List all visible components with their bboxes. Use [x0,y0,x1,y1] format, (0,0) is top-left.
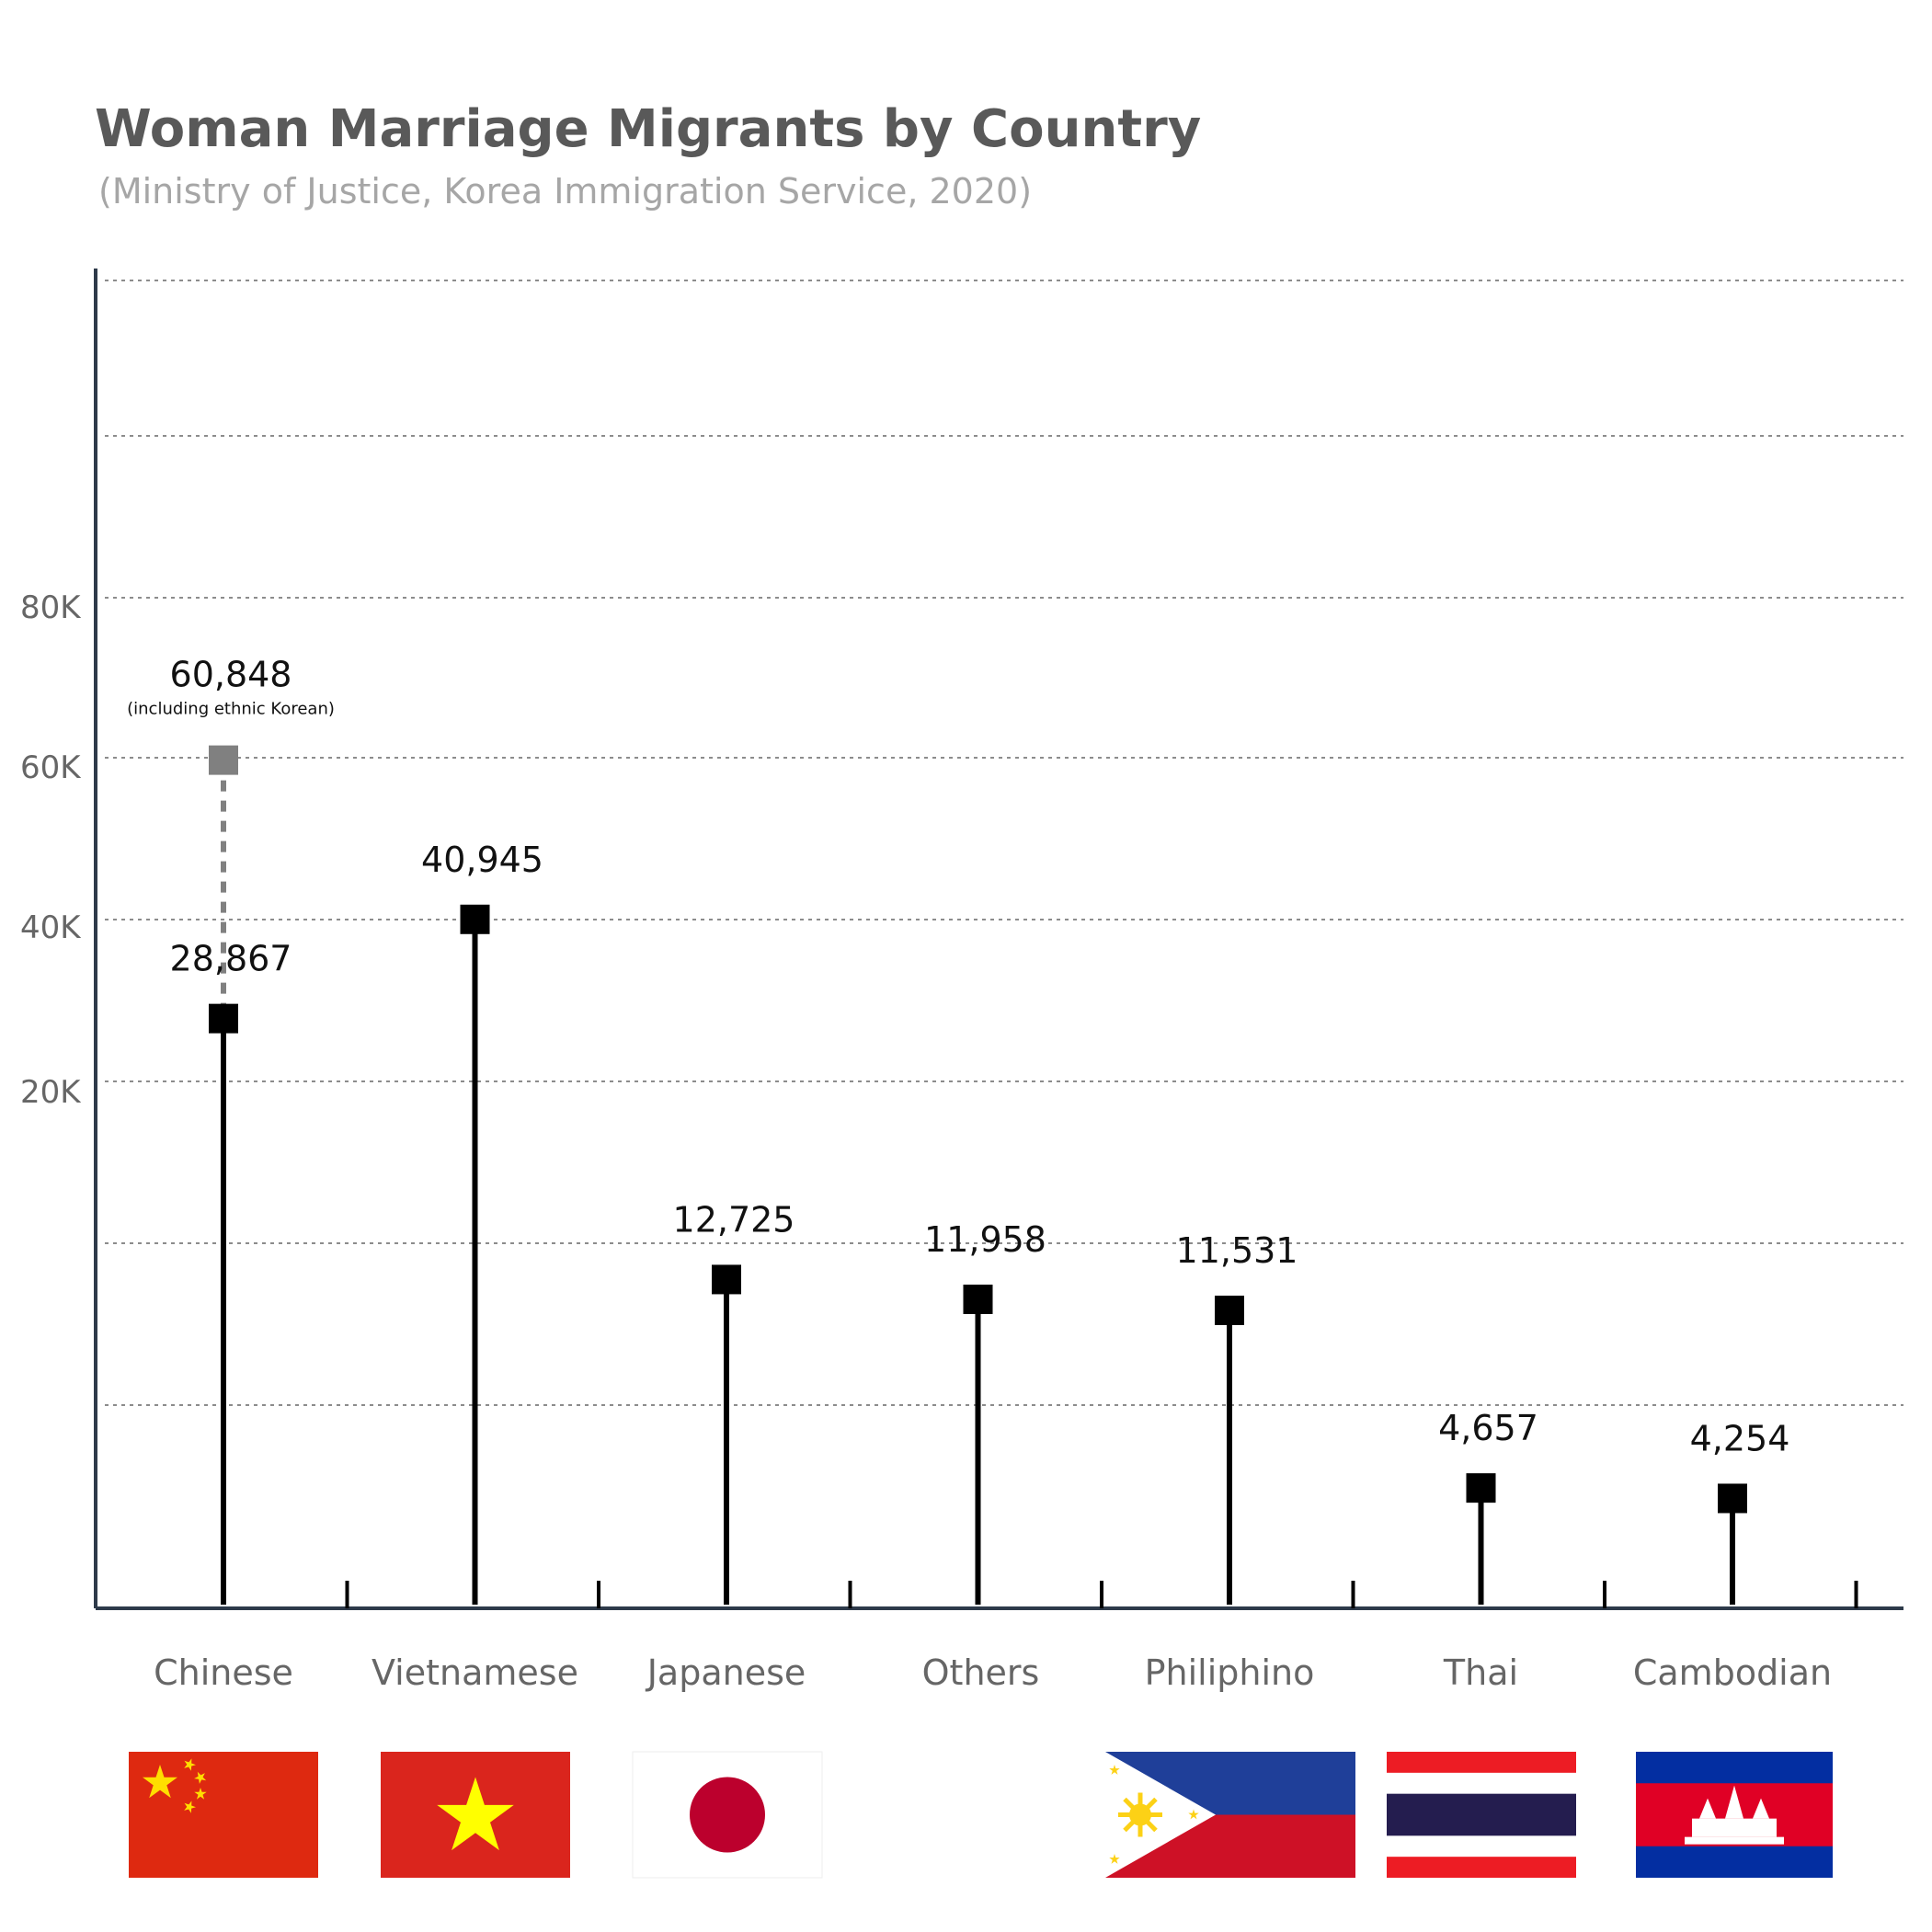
x-tick-label: Others [922,1652,1040,1693]
x-tick-label: Chinese [154,1652,293,1693]
x-tick-label: Japanese [646,1652,806,1693]
japan-flag [632,1751,823,1879]
vietnam-flag [381,1752,570,1878]
flag-temple-body [1692,1818,1777,1837]
data-label: 28,867 [170,939,292,979]
flag-star [184,1801,196,1813]
china-flag [129,1752,318,1878]
flag-star [437,1777,514,1851]
data-label: 4,254 [1690,1418,1790,1458]
lollipop-marker [460,904,490,934]
secondary-note-label: (including ethnic Korean) [127,700,335,719]
x-tick-label: Thai [1443,1652,1518,1693]
data-label: 4,657 [1438,1408,1538,1448]
chart-subtitle: (Ministry of Justice, Korea Immigration … [98,171,1033,211]
flag-star [1188,1809,1199,1820]
flag-star [1109,1854,1120,1864]
flag-temple-tower [1699,1798,1716,1819]
data-label: 40,945 [421,840,543,880]
flag-row [129,1751,1833,1879]
data-marks: 60,848 (including ethnic Korean) 28,867 40,… [127,655,1789,1605]
gridlines [105,280,1903,1406]
y-tick-labels: 20K 40K 60K 80K [20,589,82,1111]
x-tick-label: Philiphino [1145,1652,1315,1693]
lollipop-marker [1718,1483,1747,1514]
flag-disc [690,1777,765,1853]
flag-temple-base [1685,1836,1784,1845]
lollipop-marker [963,1284,993,1314]
flag-field [129,1752,318,1878]
flag-star [184,1758,196,1771]
flag-stripe-blue [1387,1793,1576,1836]
lollipop-marker [1466,1473,1496,1503]
flag-stripe-red [1387,1857,1576,1878]
data-label: 12,725 [673,1199,795,1240]
y-tick-label: 40K [20,909,82,946]
x-tick-labels: Chinese Vietnamese Japanese Others Philiphin… [154,1652,1832,1693]
cambodia-flag [1636,1752,1833,1878]
flag-sun [1129,1803,1151,1826]
lollipop-marker [209,1003,238,1034]
flag-stripe-red [1387,1752,1576,1773]
chart-title: Woman Marriage Migrants by Country [95,99,1202,159]
data-label: 11,531 [1176,1230,1298,1271]
flag-star [194,1788,207,1800]
y-tick-label: 80K [20,589,82,626]
philippines-flag [1105,1752,1355,1878]
lollipop-marker [1215,1295,1244,1325]
thailand-flag [1387,1752,1576,1878]
axes [94,269,1903,1610]
flag-star [143,1765,177,1799]
x-tick-label: Cambodian [1633,1652,1832,1693]
secondary-marker [209,745,238,775]
data-label: 11,958 [924,1219,1046,1260]
y-tick-label: 20K [20,1074,82,1111]
flag-star [194,1771,207,1784]
flag-star [1109,1765,1120,1775]
y-tick-label: 60K [20,749,82,786]
flag-temple-tower [1753,1798,1769,1819]
lollipop-marker [712,1264,741,1295]
flag-temple-tower [1725,1785,1743,1819]
x-tick-label: Vietnamese [372,1652,578,1693]
secondary-value-label: 60,848 [170,655,292,695]
